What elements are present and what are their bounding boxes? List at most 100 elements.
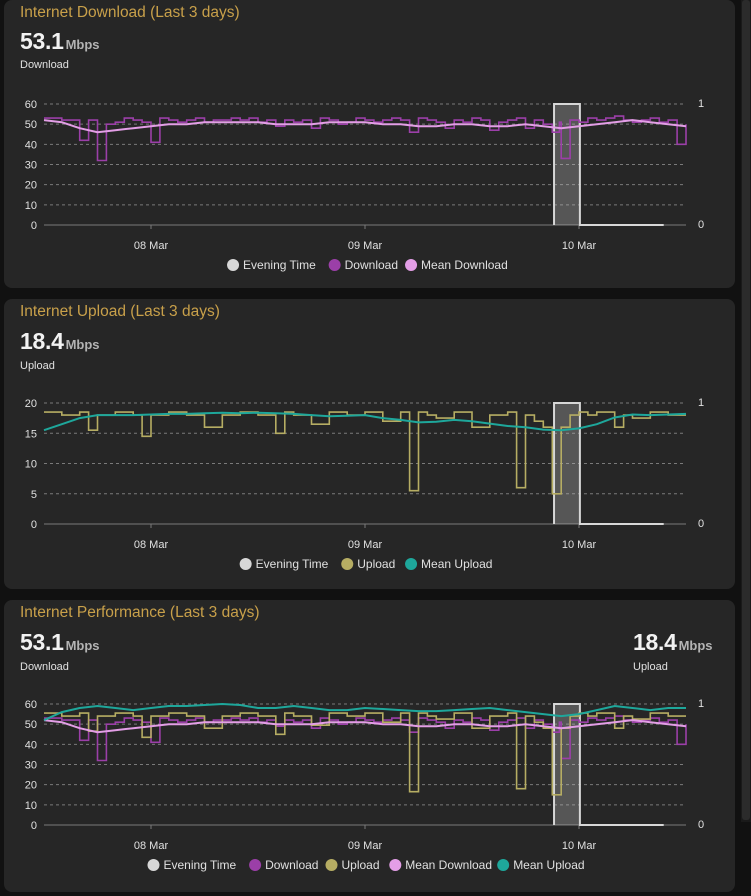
download-series (44, 115, 687, 162)
y-tick-label: 10 (25, 200, 37, 212)
legend-dot (328, 259, 341, 271)
x-tick-label: 09 Mar (348, 240, 383, 252)
performance-card: Internet Performance (Last 3 days) 53.1 M… (4, 600, 735, 892)
legend-label: Evening Time (164, 858, 237, 872)
download-card: Internet Download (Last 3 days) 53.1 Mbps… (4, 0, 735, 288)
legend-dot (325, 859, 338, 871)
card-title: Internet Performance (Last 3 days) (20, 604, 260, 621)
mean-download-series (43, 719, 687, 734)
upload-chart[interactable]: 0 5 10 15 20 0 1 08 Mar 09 Mar 10 Mar Evening Time… (4, 299, 735, 589)
legend-item[interactable]: Download (249, 858, 318, 872)
evening-line (553, 103, 664, 226)
evening-line (553, 703, 664, 826)
legend-dot (147, 859, 160, 871)
y2-tick-label: 1 (698, 698, 704, 710)
y-tick-label: 5 (31, 489, 37, 501)
y-tick-label: 50 (25, 719, 37, 731)
evening-band (554, 403, 580, 524)
download-stat-value[interactable]: 53.1 Mbps (20, 629, 100, 656)
card-title: Internet Upload (Last 3 days) (20, 303, 220, 320)
legend-dot (497, 859, 510, 871)
y-tick-label: 20 (25, 180, 37, 192)
y-tick-label: 40 (25, 139, 37, 151)
download-chart[interactable]: 0 10 20 30 40 50 60 0 1 08 Mar 09 Mar 10 Mar Evening… (4, 0, 735, 288)
legend-item[interactable]: Upload (341, 557, 395, 571)
y-tick-label: 10 (25, 800, 37, 812)
legend-dot (389, 859, 402, 871)
y-tick-label: 30 (25, 760, 37, 772)
legend-item[interactable]: Download (328, 258, 398, 272)
stat-number: 18.4 (20, 328, 64, 354)
legend-dot (249, 859, 262, 871)
stat-unit: Mbps (678, 638, 713, 653)
stat-number: 53.1 (20, 28, 64, 54)
x-tick-label: 09 Mar (348, 539, 383, 551)
y-tick-label: 50 (25, 119, 37, 131)
y-tick-label: 0 (31, 220, 37, 232)
x-tick-label: 08 Mar (134, 539, 169, 551)
legend-label: Upload (342, 858, 380, 872)
legend-dot (341, 558, 354, 570)
y-tick-label: 60 (25, 699, 37, 711)
upload-series (44, 411, 686, 495)
legend-label: Mean Download (405, 858, 492, 872)
y-tick-label: 30 (25, 160, 37, 172)
legend-item[interactable]: Evening Time (239, 557, 329, 571)
legend-label: Download (265, 858, 318, 872)
upload-stat-label: Upload (633, 661, 668, 673)
performance-chart[interactable]: 0 10 20 30 40 50 60 0 1 08 Mar 09 Mar 10 Mar Evening… (4, 600, 735, 892)
x-tick-label: 08 Mar (134, 840, 169, 852)
legend-label: Evening Time (256, 557, 329, 571)
legend-label: Download (345, 258, 398, 272)
stat-unit: Mbps (65, 337, 100, 352)
y-tick-label: 20 (25, 398, 37, 410)
legend-item[interactable]: Evening Time (227, 258, 316, 272)
legend-item[interactable]: Mean Upload (405, 557, 492, 571)
stat-number: 53.1 (20, 629, 64, 655)
legend-label: Mean Download (421, 258, 508, 272)
upload-stat-value[interactable]: 18.4 Mbps (633, 629, 713, 656)
stat-label: Download (20, 59, 69, 71)
y-tick-label: 10 (25, 459, 37, 471)
stat-value[interactable]: 53.1 Mbps (20, 28, 100, 55)
legend-label: Evening Time (243, 258, 316, 272)
y2-tick-label: 0 (698, 518, 704, 530)
legend-dot (405, 558, 418, 570)
download-stat-label: Download (20, 661, 69, 673)
legend-item[interactable]: Mean Upload (497, 858, 585, 872)
y2-tick-label: 0 (698, 819, 704, 831)
y2-tick-label: 1 (698, 98, 704, 110)
legend-item[interactable]: Evening Time (147, 858, 237, 872)
x-tick-label: 10 Mar (562, 240, 597, 252)
legend-item[interactable]: Mean Download (405, 258, 508, 272)
stat-unit: Mbps (65, 638, 100, 653)
x-tick-label: 09 Mar (348, 840, 383, 852)
y-tick-label: 20 (25, 780, 37, 792)
legend-dot (227, 259, 240, 271)
y2-tick-label: 1 (698, 397, 704, 409)
stat-number: 18.4 (633, 629, 677, 655)
evening-band (554, 104, 580, 225)
legend-dot (239, 558, 252, 570)
legend-item[interactable]: Mean Download (389, 858, 492, 872)
y-tick-label: 0 (31, 519, 37, 531)
upload-card: Internet Upload (Last 3 days) 18.4 Mbps U… (4, 299, 735, 589)
evening-line (553, 402, 664, 525)
card-title: Internet Download (Last 3 days) (20, 4, 240, 21)
x-tick-label: 10 Mar (562, 539, 597, 551)
y2-tick-label: 0 (698, 219, 704, 231)
legend-item[interactable]: Upload (325, 858, 380, 872)
y-tick-label: 15 (25, 428, 37, 440)
legend-label: Mean Upload (421, 557, 492, 571)
legend-label: Upload (357, 557, 395, 571)
legend-label: Mean Upload (513, 858, 584, 872)
legend-dot (405, 259, 418, 271)
y-tick-label: 0 (31, 820, 37, 832)
mean-upload-series (43, 411, 687, 432)
y-tick-label: 40 (25, 739, 37, 751)
mean-upload-series (43, 702, 686, 722)
stat-value[interactable]: 18.4 Mbps (20, 328, 100, 355)
y-tick-label: 60 (25, 99, 37, 111)
stat-unit: Mbps (65, 37, 100, 52)
scrollbar-thumb[interactable] (742, 0, 750, 820)
